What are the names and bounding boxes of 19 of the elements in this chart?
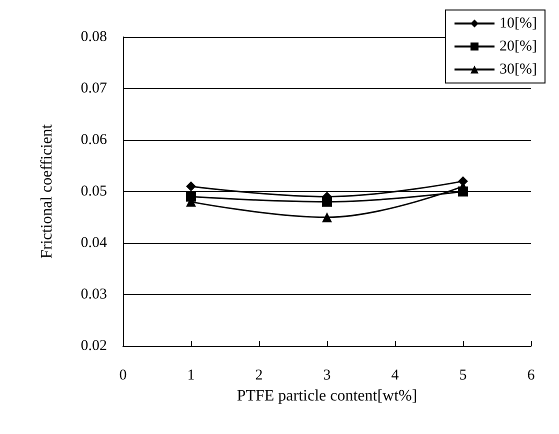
x-tick-label: 2: [255, 368, 263, 384]
y-tick-label: 0.04: [80, 235, 108, 251]
x-tick-label: 6: [527, 368, 536, 384]
y-tick-label: 0.07: [80, 80, 108, 96]
x-tick-label: 1: [187, 368, 195, 384]
y-axis-title: Frictional coefficient: [38, 124, 56, 259]
legend-label: 30[%]: [500, 62, 538, 78]
x-tick-label: 4: [391, 368, 400, 384]
legend-label: 10[%]: [500, 16, 538, 32]
y-tick-label: 0.02: [80, 338, 107, 354]
x-tick-label: 5: [459, 368, 467, 384]
y-tick-label: 0.05: [80, 184, 107, 200]
x-tick-label: 3: [323, 368, 331, 384]
legend-label: 20[%]: [500, 38, 538, 54]
x-tick-label: 0: [119, 368, 127, 384]
y-tick-label: 0.08: [80, 29, 107, 45]
y-tick-label: 0.03: [80, 286, 107, 302]
y-tick-label: 0.06: [80, 132, 108, 148]
x-axis-title: PTFE particle content[wt%]: [236, 387, 418, 404]
